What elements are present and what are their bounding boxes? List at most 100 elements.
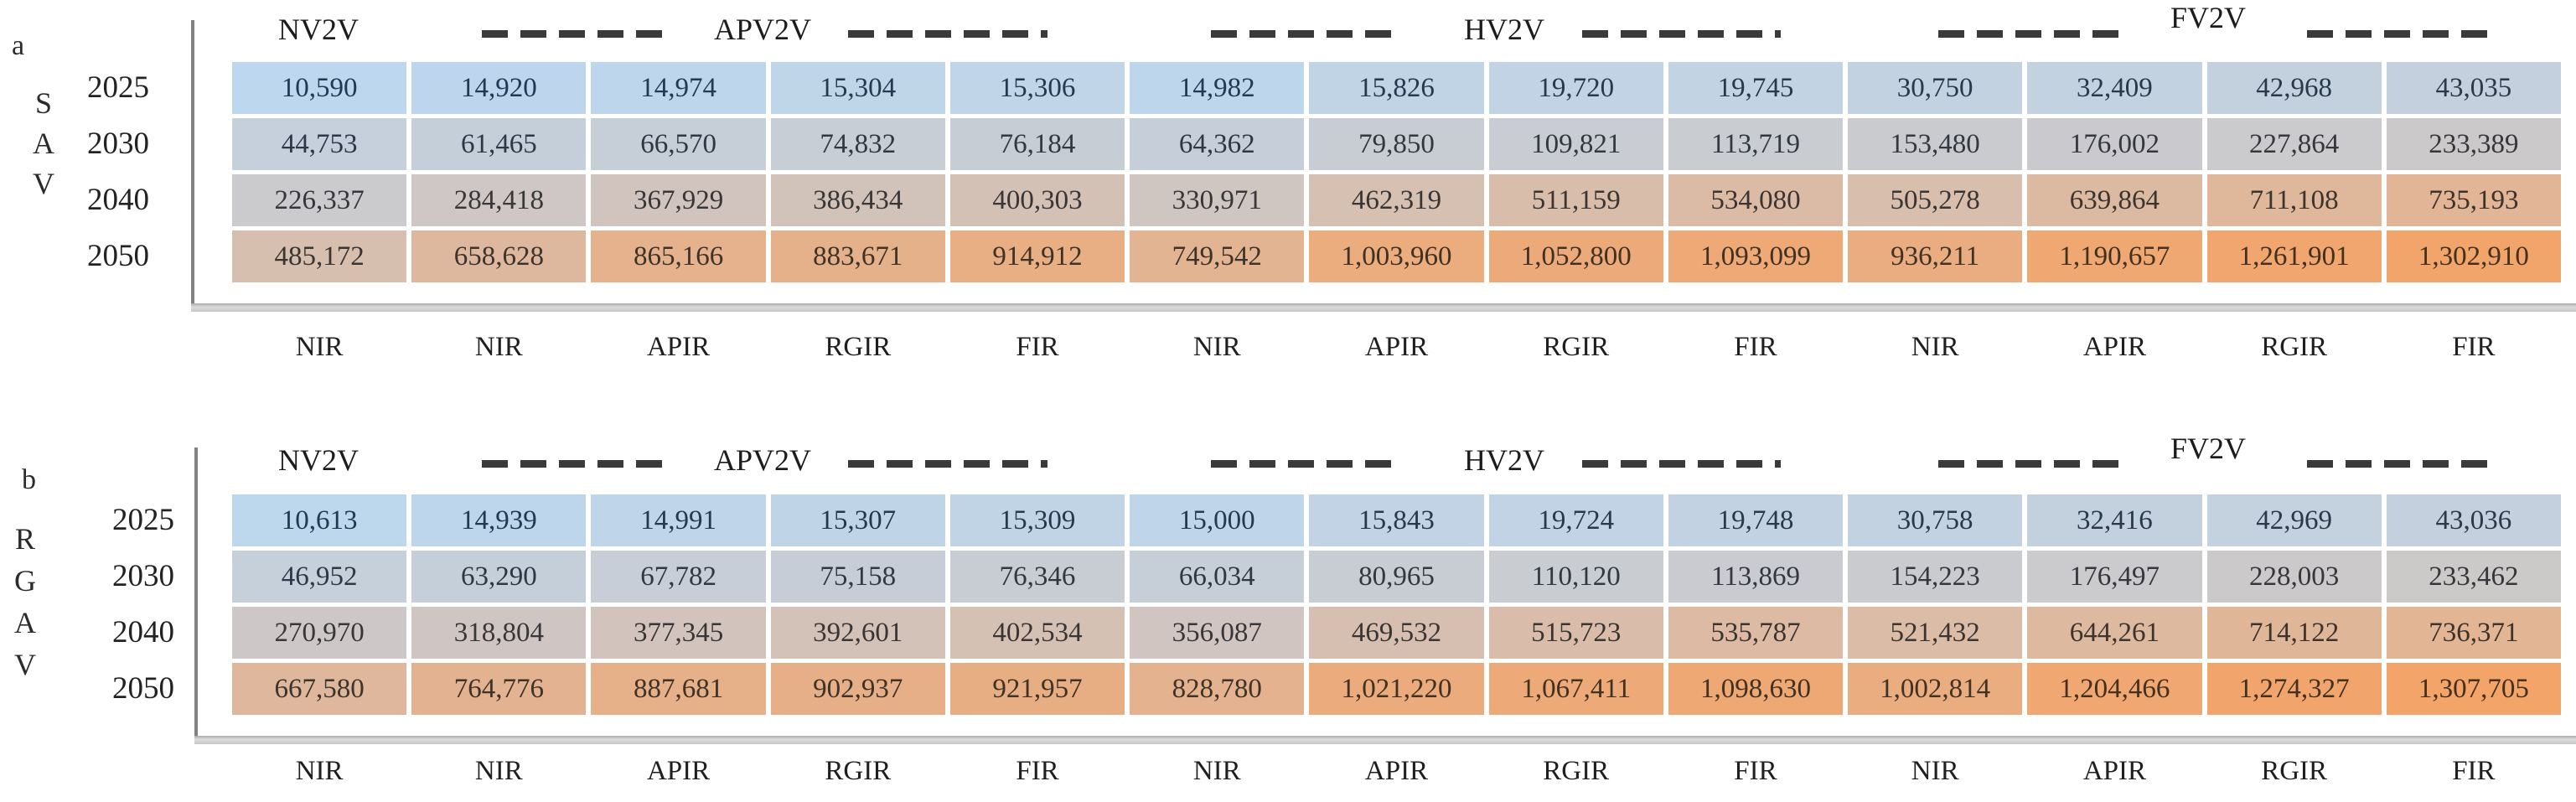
table-cell: 1,093,099 [1668, 230, 1844, 282]
dashed-line-icon [848, 30, 1047, 38]
table-cell: 1,261,901 [2206, 230, 2382, 282]
table-cell: 44,753 [232, 118, 407, 170]
table-cell: 110,120 [1488, 551, 1663, 603]
table-cell: 233,462 [2386, 551, 2561, 603]
table-cell: 1,021,220 [1309, 663, 1484, 715]
series-label: APV2V [713, 13, 811, 46]
dashed-line-icon [1938, 460, 2131, 468]
column-label: RGIR [2261, 332, 2328, 362]
table-cell: 485,172 [232, 230, 407, 282]
table-cell: 392,601 [770, 607, 945, 659]
dashed-line-icon [1582, 460, 1781, 468]
x-axis-line [191, 303, 2576, 312]
table-cell: 1,067,411 [1488, 663, 1663, 715]
side-axis-letter: V [14, 648, 36, 681]
table-cell: 19,748 [1668, 494, 1844, 546]
row-label-year: 2050 [87, 239, 149, 273]
table-cell: 15,304 [770, 62, 945, 114]
table-cell: 15,309 [949, 494, 1125, 546]
table-cell: 883,671 [770, 230, 945, 282]
dashed-line-icon [1938, 30, 2131, 38]
table-cell: 14,991 [591, 494, 766, 546]
table-cell: 936,211 [1848, 230, 2023, 282]
table-cell: 921,957 [949, 663, 1125, 715]
series-label: HV2V [1464, 443, 1544, 477]
table-cell: 505,278 [1848, 174, 2023, 226]
side-axis-letter: G [14, 564, 36, 598]
table-cell: 113,719 [1668, 118, 1844, 170]
table-cell: 367,929 [591, 174, 766, 226]
table-cell: 887,681 [591, 663, 766, 715]
table-cell: 535,787 [1668, 607, 1844, 659]
table-cell: 14,939 [411, 494, 587, 546]
table-cell: 764,776 [411, 663, 587, 715]
table-cell: 30,758 [1848, 494, 2023, 546]
table-cell: 19,724 [1488, 494, 1663, 546]
column-label: NIR [1911, 332, 1959, 362]
table-cell: 521,432 [1848, 607, 2023, 659]
dashed-line-icon [1582, 30, 1781, 38]
table-cell: 46,952 [232, 551, 407, 603]
table-cell: 227,864 [2206, 118, 2382, 170]
table-cell: 15,000 [1130, 494, 1305, 546]
column-label: NIR [474, 756, 523, 786]
table-cell: 109,821 [1488, 118, 1663, 170]
dashed-line-icon [1211, 30, 1391, 38]
table-cell: 154,223 [1848, 551, 2023, 603]
dashed-line-icon [848, 460, 1047, 468]
table-cell: 1,302,910 [2386, 230, 2561, 282]
row-label-year: 2050 [112, 671, 174, 706]
table-cell: 667,580 [232, 663, 407, 715]
column-label: NIR [1192, 332, 1241, 362]
dashed-line-icon [482, 30, 662, 38]
column-label: FIR [1016, 756, 1059, 786]
table-cell: 644,261 [2027, 607, 2202, 659]
table-cell: 30,750 [1848, 62, 2023, 114]
table-cell: 15,843 [1309, 494, 1484, 546]
table-cell: 511,159 [1488, 174, 1663, 226]
table-cell: 14,974 [591, 62, 766, 114]
table-cell: 79,850 [1309, 118, 1484, 170]
table-cell: 14,982 [1130, 62, 1305, 114]
dashed-line-icon [2307, 460, 2500, 468]
table-cell: 828,780 [1130, 663, 1305, 715]
column-label: NIR [1192, 756, 1241, 786]
side-axis-letter: S [34, 86, 53, 120]
table-cell: 330,971 [1130, 174, 1305, 226]
table-cell: 19,745 [1668, 62, 1844, 114]
table-cell: 462,319 [1309, 174, 1484, 226]
table-cell: 1,098,630 [1668, 663, 1844, 715]
series-label: NV2V [278, 443, 359, 477]
table-cell: 153,480 [1848, 118, 2023, 170]
column-label: APIR [1364, 332, 1429, 362]
table-cell: 386,434 [770, 174, 945, 226]
dashed-line-icon [482, 460, 662, 468]
column-label: APIR [646, 332, 711, 362]
table-cell: 902,937 [770, 663, 945, 715]
table-cell: 1,307,705 [2386, 663, 2561, 715]
table-cell: 749,542 [1130, 230, 1305, 282]
series-label: FV2V [2170, 1, 2247, 34]
series-label: FV2V [2170, 432, 2247, 465]
table-cell: 1,052,800 [1488, 230, 1663, 282]
side-axis-letter: A [33, 127, 54, 160]
column-label: RGIR [2261, 756, 2328, 786]
table-cell: 356,087 [1130, 607, 1305, 659]
dashed-line-icon [2307, 30, 2500, 38]
table-cell: 228,003 [2206, 551, 2382, 603]
column-label: FIR [2452, 332, 2496, 362]
table-cell: 10,613 [232, 494, 407, 546]
column-label: APIR [2082, 332, 2146, 362]
table-cell: 15,307 [770, 494, 945, 546]
table-cell: 63,290 [411, 551, 587, 603]
row-label-year: 2030 [87, 127, 149, 161]
table-cell: 400,303 [949, 174, 1125, 226]
column-label: FIR [1016, 332, 1059, 362]
table-cell: 515,723 [1488, 607, 1663, 659]
table-cell: 1,190,657 [2027, 230, 2202, 282]
table-cell: 74,832 [770, 118, 945, 170]
series-label: NV2V [278, 13, 359, 46]
row-label-year: 2030 [112, 559, 174, 593]
column-label: FIR [2452, 756, 2496, 786]
